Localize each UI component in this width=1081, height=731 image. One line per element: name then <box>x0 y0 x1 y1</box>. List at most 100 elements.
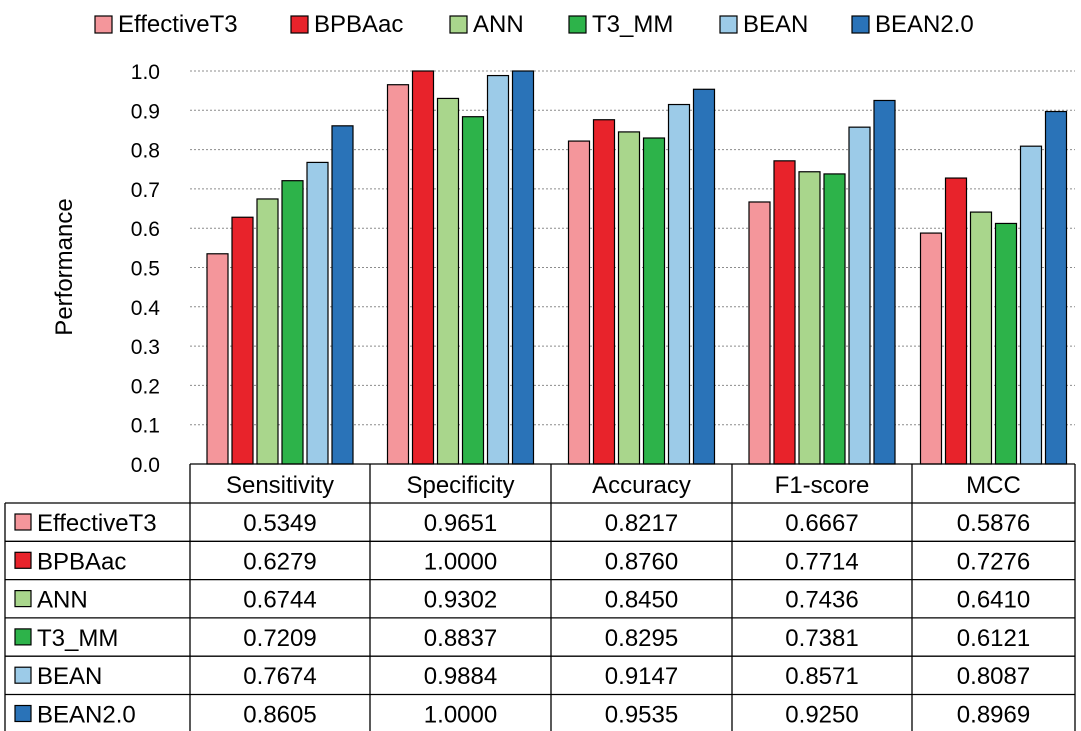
legend-label: BEAN2.0 <box>875 11 974 38</box>
bar <box>692 88 716 465</box>
row-legend-swatch <box>14 666 32 684</box>
bar <box>667 103 691 465</box>
table-cell-value: 0.7276 <box>957 548 1030 575</box>
table-cell-value: 0.6667 <box>785 510 858 537</box>
category-label: F1-score <box>775 472 870 499</box>
row-series-name: BEAN2.0 <box>37 702 136 729</box>
table-cell-value: 0.9147 <box>605 663 678 690</box>
category-label: Accuracy <box>592 472 691 499</box>
table-cell-value: 0.8969 <box>957 702 1030 729</box>
table-cell-value: 0.8837 <box>424 625 497 652</box>
bar <box>281 180 304 465</box>
legend-swatch <box>568 15 587 34</box>
bar <box>1044 110 1068 465</box>
table-cell-value: 0.7381 <box>785 625 858 652</box>
legend-label: BEAN <box>743 11 808 38</box>
y-tick-label: 0.0 <box>131 454 160 477</box>
category-label: Sensitivity <box>226 472 334 499</box>
row-series-name: BPBAac <box>37 548 126 575</box>
table-cell-value: 0.7674 <box>243 663 316 690</box>
table-cell-value: 0.8760 <box>605 548 678 575</box>
table-cell-value: 0.7209 <box>243 625 316 652</box>
bar <box>969 211 993 465</box>
table-cell-value: 0.9250 <box>785 702 858 729</box>
table-cell-value: 0.8087 <box>957 663 1030 690</box>
table-cell-value: 0.6121 <box>957 625 1030 652</box>
bar <box>256 198 279 465</box>
legend-swatch <box>719 15 738 34</box>
bar <box>461 116 485 465</box>
row-legend-swatch <box>14 513 32 531</box>
row-legend-swatch <box>14 589 32 608</box>
bar <box>944 177 968 465</box>
y-tick-label: 0.6 <box>131 218 160 241</box>
bar <box>206 253 229 465</box>
bar <box>642 137 666 465</box>
bar <box>617 131 641 465</box>
table-cell-value: 0.6279 <box>243 548 316 575</box>
y-axis-label: Performance <box>51 198 78 335</box>
y-tick-label: 1.0 <box>131 61 160 84</box>
table-cell-value: 0.9302 <box>424 587 497 614</box>
y-tick-label: 0.9 <box>131 100 160 123</box>
bar <box>511 70 535 465</box>
bar <box>798 171 821 465</box>
bar <box>567 140 591 465</box>
data-table: Sensitivity Specificity Accuracy F1-score MC… <box>4 463 1076 731</box>
table-cell-value: 0.8295 <box>605 625 678 652</box>
y-tick-label: 0.5 <box>131 258 160 281</box>
legend-swatch <box>449 15 468 34</box>
legend-swatch <box>94 15 113 34</box>
category-label: Specificity <box>406 472 514 499</box>
legend: EffectiveT3 BPBAac ANN T3_MM BEAN BEAN2.0 <box>94 11 974 38</box>
table-cell-value: 0.8571 <box>785 663 858 690</box>
y-tick-label: 0.3 <box>131 336 160 359</box>
table-cell-value: 0.6744 <box>243 587 316 614</box>
y-tick-label: 0.8 <box>131 140 160 163</box>
table-cell-value: 0.9651 <box>424 510 497 537</box>
bar <box>994 222 1018 465</box>
table-cell-value: 0.5876 <box>957 510 1030 537</box>
category-label: MCC <box>966 472 1021 499</box>
table-cell-value: 0.6410 <box>957 587 1030 614</box>
y-tick-label: 0.7 <box>131 179 160 202</box>
row-legend-swatch <box>14 551 32 569</box>
table-cell-value: 0.7714 <box>785 548 858 575</box>
table-cell-value: 0.8217 <box>605 510 678 537</box>
bar <box>773 160 796 465</box>
bar <box>1019 145 1043 465</box>
legend-label: EffectiveT3 <box>118 11 238 38</box>
bar <box>919 232 943 465</box>
bar <box>306 161 329 465</box>
y-tick-label: 0.1 <box>131 415 160 438</box>
bar <box>436 97 460 465</box>
row-series-name: ANN <box>37 587 88 614</box>
bar <box>592 119 616 465</box>
table-cell-value: 1.0000 <box>424 702 497 729</box>
table-cell-value: 0.7436 <box>785 587 858 614</box>
legend-label: T3_MM <box>592 11 673 38</box>
row-series-name: BEAN <box>37 663 102 690</box>
bar <box>411 70 435 465</box>
row-legend-swatch <box>14 704 32 723</box>
table-cell-value: 0.9535 <box>605 702 678 729</box>
bar <box>848 126 871 465</box>
legend-swatch <box>851 15 870 34</box>
row-series-name: T3_MM <box>37 625 118 652</box>
bar <box>331 125 354 465</box>
bars <box>206 70 1068 465</box>
table-cell-value: 0.5349 <box>243 510 316 537</box>
bar <box>386 84 410 465</box>
row-series-name: EffectiveT3 <box>37 510 157 537</box>
bar <box>748 201 771 465</box>
bar <box>823 173 846 465</box>
bar <box>486 74 510 465</box>
table-cell-value: 0.9884 <box>424 663 497 690</box>
table-cell-value: 1.0000 <box>424 548 497 575</box>
y-tick-label: 0.4 <box>131 297 161 320</box>
y-tick-label: 0.2 <box>131 375 160 398</box>
table-cell-value: 0.8605 <box>243 702 316 729</box>
legend-label: BPBAac <box>314 11 403 38</box>
y-tick-labels: 0.0 0.1 0.2 0.3 0.4 0.5 0.6 0.7 0.8 0.9 1.0 <box>131 61 161 477</box>
